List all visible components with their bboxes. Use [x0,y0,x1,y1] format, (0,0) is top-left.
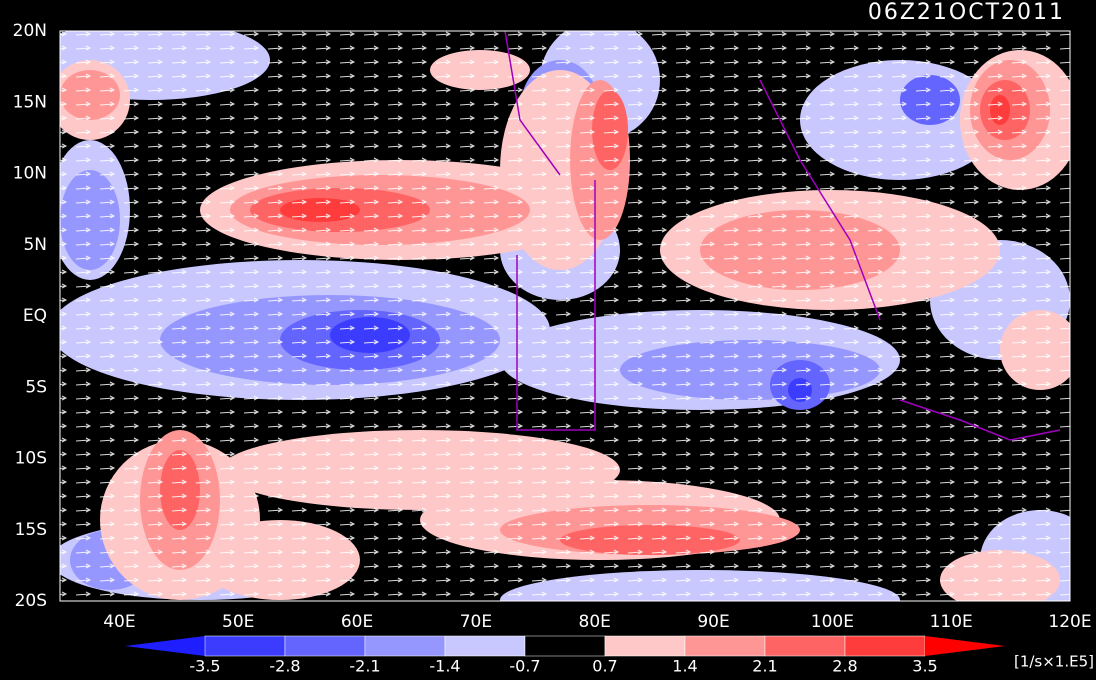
lon-label: 120E [1048,612,1091,632]
colorbar-arrow [125,636,205,656]
lon-label: 90E [697,612,729,632]
colorbar-units: [1/s×1.E5] [1014,653,1094,671]
colorbar-box [684,635,766,657]
lat-label: 20S [15,591,47,611]
lat-label: 15N [13,92,47,112]
colorbar-box [364,635,446,657]
colorbar-box [844,635,926,657]
lat-label: 15S [15,520,47,540]
colorbar-label: -2.1 [349,657,380,676]
colorbar-label: -1.4 [429,657,460,676]
colorbar-label: 1.4 [672,657,697,676]
lat-label: 10N [13,164,47,184]
lon-label: 50E [222,612,254,632]
colorbar-label: -3.5 [189,657,220,676]
colorbar-label: 3.5 [912,657,937,676]
colorbar-label: -2.8 [269,657,300,676]
lon-label: 100E [811,612,854,632]
colorbar-box [604,635,686,657]
colorbar-label: -0.7 [509,657,540,676]
lat-label: EQ [23,306,47,326]
lat-label: 20N [13,21,47,41]
colorbar-label: 2.1 [752,657,777,676]
colorbar-box [764,635,846,657]
lat-label: 5S [25,377,47,397]
colorbar-label: 0.7 [592,657,617,676]
lat-label: 10S [15,449,47,469]
lon-label: 80E [579,612,611,632]
lon-label: 70E [460,612,492,632]
map-frame [59,30,1071,602]
colorbar-label: 2.8 [832,657,857,676]
colorbar-box [444,635,526,657]
colorbar-arrow [925,636,1005,656]
map-title: 06Z21OCT2011 [868,0,1065,25]
lon-label: 60E [341,612,373,632]
colorbar-box [204,635,286,657]
lon-label: 40E [103,612,135,632]
lon-label: 110E [930,612,973,632]
colorbar-box [524,635,606,657]
colorbar-box [284,635,366,657]
lat-label: 5N [23,235,47,255]
field [60,31,1070,601]
